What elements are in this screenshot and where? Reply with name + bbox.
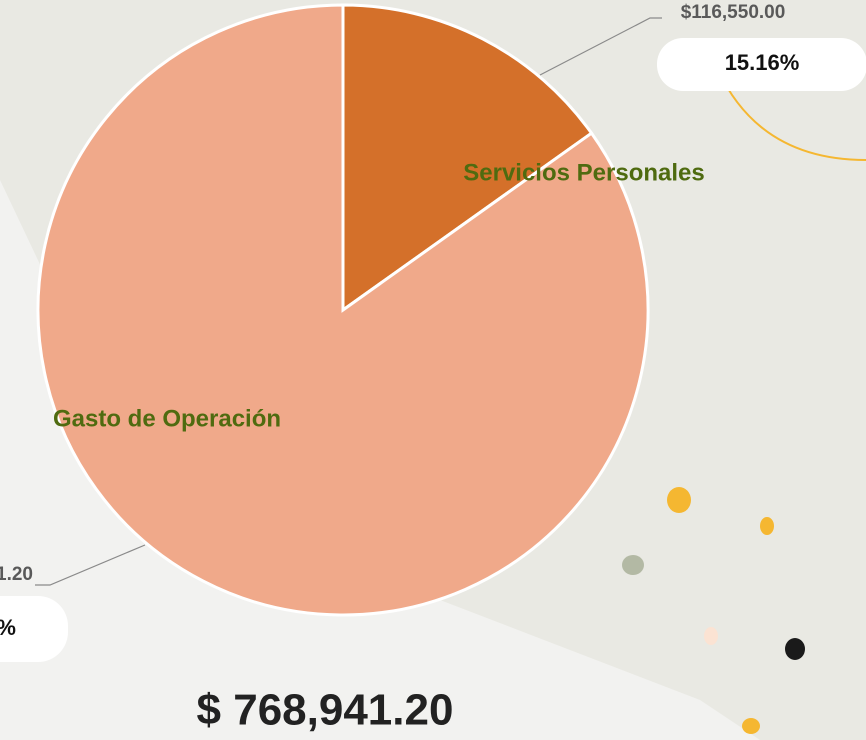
percent-box <box>0 596 68 662</box>
leader-line <box>35 544 146 586</box>
decor-dot <box>742 718 760 734</box>
percent-box <box>657 38 866 91</box>
value-label: $652,391.20 <box>0 564 33 585</box>
decor-dot <box>704 627 718 645</box>
pie-slice <box>36 3 650 617</box>
decor-dot <box>785 638 805 660</box>
leader-line <box>539 17 662 76</box>
background-shape <box>0 180 760 740</box>
category-label: Servicios Personales <box>463 159 704 186</box>
pie <box>36 3 650 617</box>
decor-dot <box>667 487 691 513</box>
pie-slice <box>341 3 594 313</box>
percent-label: 84.84% <box>0 615 16 640</box>
decor-dot <box>622 555 644 575</box>
percent-label: 15.16% <box>725 50 800 75</box>
value-label: $116,550.00 <box>681 2 786 23</box>
decor-dot <box>760 517 774 535</box>
category-label: Gasto de Operación <box>53 405 281 432</box>
total-label: $ 768,941.20 <box>197 686 454 735</box>
